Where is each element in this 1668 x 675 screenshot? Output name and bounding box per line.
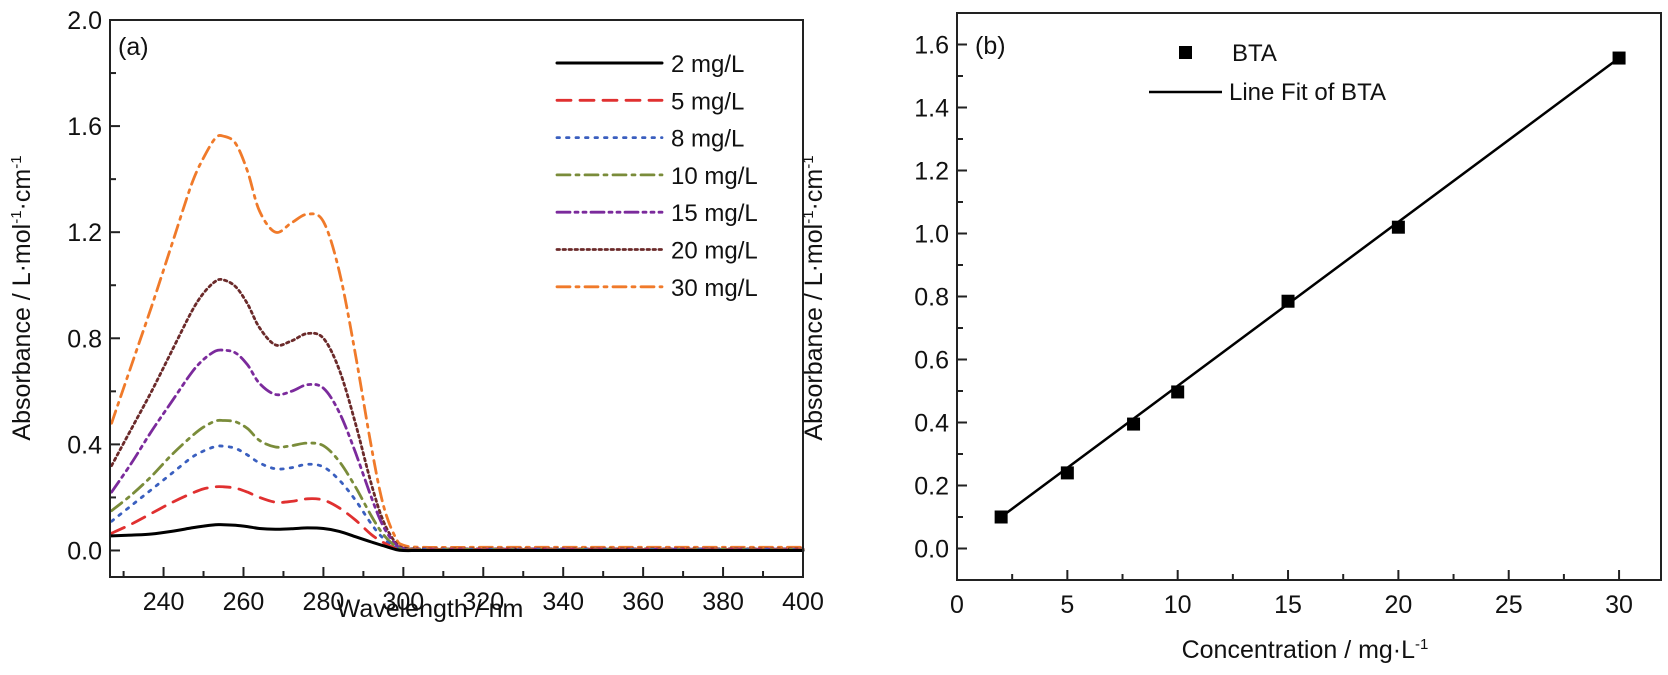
x-tick-label: 300	[382, 588, 424, 616]
data-points	[994, 51, 1626, 524]
legend-label: 5 mg/L	[671, 88, 744, 115]
x-tick-label: 360	[622, 588, 664, 616]
y-title-sup2: -1	[8, 155, 25, 168]
x-tick-label: 240	[143, 588, 185, 616]
y-tick-label: 0.4	[67, 431, 102, 459]
y-tick-label: 0.8	[914, 284, 949, 312]
x-tick-label: 380	[702, 588, 744, 616]
panel-b-x-ticks: 0 5 10 15 20 25 30	[950, 570, 1633, 619]
x-tick-label: 340	[542, 588, 584, 616]
y-tick-label: 0.4	[914, 410, 949, 438]
spectra-curves	[110, 134, 805, 553]
series-line-30-mg-l	[110, 134, 805, 549]
x-tick-label: 25	[1495, 591, 1523, 619]
legend-label: Line Fit of BTA	[1229, 79, 1386, 106]
x-tick-label: 280	[303, 588, 345, 616]
data-point	[1060, 466, 1074, 480]
series-line-10-mg-l	[110, 418, 805, 551]
legend-label: 10 mg/L	[671, 163, 758, 190]
x-tick-label: 15	[1274, 591, 1302, 619]
data-point	[1612, 51, 1626, 65]
fit-line-group	[1000, 57, 1620, 519]
legend-label: 20 mg/L	[671, 238, 758, 265]
y-title-mid: ·cm	[800, 169, 828, 211]
y-tick-label: 1.6	[67, 113, 102, 141]
series-line-8-mg-l	[110, 444, 805, 552]
y-title-mid: ·cm	[8, 169, 36, 211]
series-line-15-mg-l	[110, 348, 805, 551]
x-tick-label: 30	[1605, 591, 1633, 619]
panel-b-calibration: 0.0 0.2 0.4 0.6 0.8 1.0 1.2 1.4 1.6 0 5 10 15 20 25 30…	[800, 12, 1662, 664]
x-tick-label: 320	[462, 588, 504, 616]
data-point	[1171, 385, 1185, 399]
data-point	[994, 510, 1008, 524]
panel-a-plot-frame	[109, 19, 804, 578]
y-title-sup1: -1	[8, 210, 25, 223]
panel-b-y-ticks: 0.0 0.2 0.4 0.6 0.8 1.0 1.2 1.4 1.6	[914, 32, 967, 581]
y-tick-label: 0.0	[914, 536, 949, 564]
fit-line	[1000, 57, 1620, 519]
panel-a-x-axis-title: Wavelength / nm	[337, 595, 524, 623]
x-tick-label: 260	[223, 588, 265, 616]
x-tick-label: 10	[1164, 591, 1192, 619]
y-tick-label: 1.2	[67, 219, 102, 247]
y-tick-label: 1.4	[914, 95, 949, 123]
y-title-sup2: -1	[800, 155, 817, 168]
y-title-base: Absorbance / L·mol	[800, 224, 828, 441]
series-line-2-mg-l	[110, 523, 805, 553]
y-tick-label: 0.8	[67, 325, 102, 353]
data-point	[1391, 220, 1405, 234]
data-point	[1281, 294, 1295, 308]
panel-a-spectra: 0.0 0.4 0.8 1.2 1.6 2.0 240 260 280 300 320 340 360…	[8, 7, 824, 623]
panel-a-x-ticks: 240 260 280 300 320 340 360 380 400	[122, 567, 824, 616]
y-tick-label: 2.0	[67, 7, 102, 35]
y-tick-label: 1.0	[914, 221, 949, 249]
legend-marker-square	[1179, 46, 1192, 59]
y-tick-label: 0.0	[67, 537, 102, 565]
panel-b-legend: BTA Line Fit of BTA	[1149, 40, 1386, 106]
x-title-base: Concentration / mg·L	[1182, 636, 1416, 664]
y-tick-label: 0.2	[914, 473, 949, 501]
y-tick-label: 0.6	[914, 347, 949, 375]
legend-label: 30 mg/L	[671, 275, 758, 302]
x-tick-label: 400	[782, 588, 824, 616]
x-tick-label: 20	[1384, 591, 1412, 619]
panel-a-y-ticks: 0.0 0.4 0.8 1.2 1.6 2.0	[67, 7, 120, 565]
panel-b-y-axis-title: Absorbance / L·mol-1·cm-1	[800, 155, 828, 440]
x-tick-label: 5	[1060, 591, 1074, 619]
y-tick-label: 1.2	[914, 158, 949, 186]
panel-b-label: (b)	[975, 32, 1006, 60]
legend-label: 8 mg/L	[671, 126, 744, 153]
legend-label: 2 mg/L	[671, 51, 744, 78]
y-tick-label: 1.6	[914, 32, 949, 60]
panel-b-x-axis-title: Concentration / mg·L-1	[1182, 636, 1429, 664]
legend-label: BTA	[1232, 40, 1277, 67]
data-point	[1127, 417, 1141, 431]
panel-a-label: (a)	[118, 33, 149, 61]
y-title-sup1: -1	[800, 210, 817, 223]
y-title-base: Absorbance / L·mol	[8, 224, 36, 441]
panel-a-legend: 2 mg/L 5 mg/L 8 mg/L 10 mg/L 15 mg/L 20 mg/L 3…	[555, 51, 758, 302]
series-line-5-mg-l	[110, 485, 805, 552]
legend-label: 15 mg/L	[671, 200, 758, 227]
series-line-20-mg-l	[110, 277, 805, 551]
x-title-sup: -1	[1415, 636, 1428, 653]
x-tick-label: 0	[950, 591, 964, 619]
panel-a-y-axis-title: Absorbance / L·mol-1·cm-1	[8, 155, 36, 440]
